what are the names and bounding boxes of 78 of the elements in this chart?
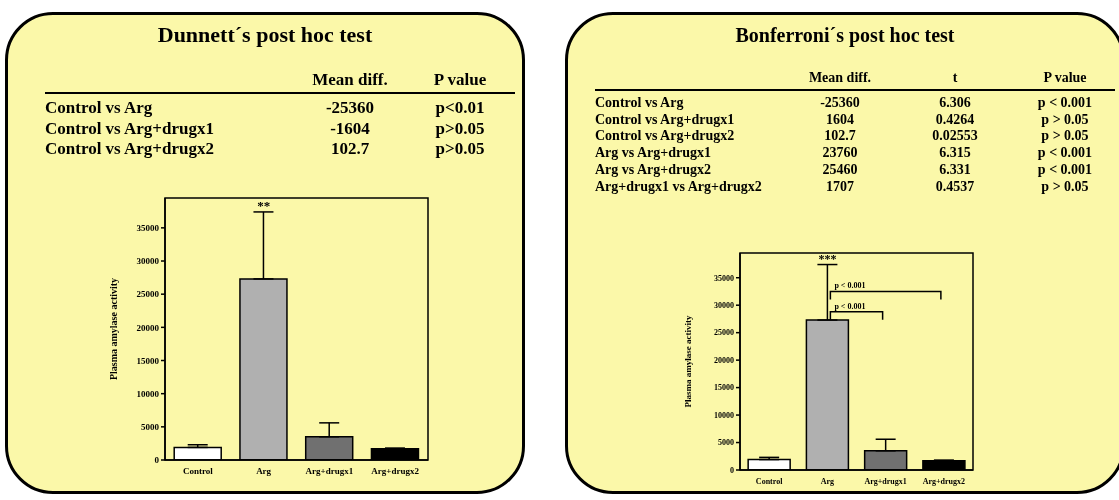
text: -25360 [324,98,376,119]
x-tick-label: Control [755,476,784,486]
text: p > 0.05 [1040,111,1090,129]
text: p<0.01 [434,98,486,119]
text: p > 0.05 [1040,128,1090,146]
annotation: p < 0.001 [834,281,866,291]
bar [922,459,966,470]
bar [747,458,791,470]
annotation: *** [818,251,837,266]
text: 6.331 [938,161,972,179]
text: 1604 [825,111,855,129]
text: Control vs Arg+drugx1 [45,118,215,140]
y-tick-label: 0 [154,455,160,466]
text: P value [1042,70,1088,87]
text: Control vs Arg+drugx2 [45,139,215,160]
text: P value [432,70,488,91]
text: 25460 [821,161,859,179]
x-tick-label: Arg+drugx2 [922,476,966,486]
text: 0.02553 [931,128,979,146]
text: Arg vs Arg+drugx1 [595,145,713,162]
bar [173,446,222,460]
text: Control vs Arg+drugx1 [595,111,736,129]
x-tick-label: Arg+drugx1 [305,466,354,477]
text: p>0.05 [434,139,486,160]
y-tick-label: 20000 [714,355,734,365]
text: 102.7 [823,128,857,146]
bar [370,447,420,460]
text: 23760 [821,145,859,162]
chart-title: Dunnett´s post hoc test [156,22,374,48]
y-tick-label: 25000 [136,289,160,300]
y-tick-label: 10000 [714,410,734,420]
bar [304,436,354,460]
x-tick-label: Arg+drugx2 [371,466,420,477]
text: -1604 [329,118,371,140]
y-tick-label: 20000 [136,322,160,333]
bar [805,319,850,470]
text: -25360 [819,94,861,112]
y-tick-label: 35000 [714,273,734,283]
y-tick-label: 5000 [141,422,160,433]
text: Arg vs Arg+drugx2 [595,161,713,179]
y-tick-label: 25000 [714,328,734,338]
y-tick-label: 10000 [136,388,160,399]
annotation: ** [257,197,271,213]
text: t [951,70,959,87]
text: 1707 [825,178,855,196]
text: 0.4537 [934,178,976,196]
text: p < 0.001 [1036,161,1094,179]
y-axis-title: Plasma amylase activity [683,315,694,408]
y-tick-label: 5000 [718,438,734,448]
x-tick-label: Arg [820,476,835,486]
text: Mean diff. [311,70,389,91]
x-tick-label: Control [182,466,214,477]
text: 6.306 [938,94,972,112]
x-tick-label: Arg+drugx1 [864,476,907,486]
y-tick-label: 0 [730,465,734,475]
y-tick-label: 15000 [136,355,160,366]
y-tick-label: 30000 [714,301,734,311]
text: p < 0.001 [1036,94,1094,112]
y-tick-label: 15000 [714,383,734,393]
x-tick-label: Arg [256,466,272,477]
annotation: p < 0.001 [834,301,866,311]
text: 102.7 [329,139,371,160]
text: 6.315 [938,145,972,162]
text: Control vs Arg+drugx2 [595,128,736,146]
y-tick-label: 30000 [136,256,160,267]
text: Control vs Arg [45,98,154,119]
text: 0.4264 [934,111,976,129]
text: p < 0.001 [1036,145,1094,162]
text: Arg+drugx1 vs Arg+drugx2 [595,178,763,196]
y-tick-label: 35000 [136,223,160,234]
chart-title: Bonferroni´s post hoc test [734,24,956,47]
bar [863,450,908,470]
text: Control vs Arg [595,94,685,112]
text: p > 0.05 [1040,178,1090,196]
text: Mean diff. [807,70,873,87]
bar [239,278,288,460]
text: p>0.05 [434,118,486,140]
y-axis-title: Plasma amylase activity [107,277,119,381]
